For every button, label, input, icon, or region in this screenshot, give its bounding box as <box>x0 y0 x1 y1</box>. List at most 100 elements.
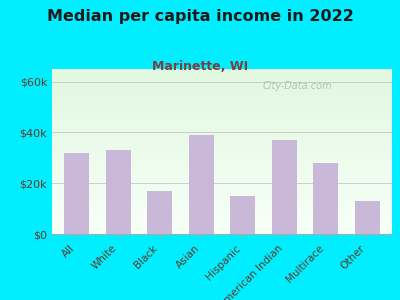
Bar <box>52 107 392 109</box>
Bar <box>52 199 392 201</box>
Bar <box>52 70 392 72</box>
Bar <box>52 104 392 105</box>
Bar <box>52 190 392 191</box>
Bar <box>52 170 392 171</box>
Bar <box>52 157 392 158</box>
Bar <box>52 110 392 112</box>
Bar <box>52 138 392 140</box>
Bar <box>52 158 392 160</box>
Bar <box>52 175 392 176</box>
Bar <box>52 142 392 143</box>
Bar <box>52 171 392 173</box>
Bar <box>52 80 392 82</box>
Bar <box>52 99 392 100</box>
Bar <box>52 196 392 198</box>
Bar <box>52 145 392 147</box>
Bar <box>52 163 392 165</box>
Bar <box>52 216 392 218</box>
Bar <box>52 125 392 127</box>
Bar <box>52 153 392 155</box>
Bar <box>52 224 392 226</box>
Bar <box>52 226 392 227</box>
Bar <box>52 117 392 118</box>
Bar <box>313 163 338 234</box>
Bar <box>106 150 131 234</box>
Bar <box>52 183 392 184</box>
Bar <box>147 191 172 234</box>
Bar <box>52 113 392 115</box>
Bar <box>272 140 297 234</box>
Bar <box>52 84 392 85</box>
Bar <box>52 208 392 209</box>
Bar <box>52 122 392 124</box>
Bar <box>52 219 392 221</box>
Bar <box>52 166 392 168</box>
Bar <box>52 178 392 179</box>
Bar <box>52 221 392 223</box>
Bar <box>52 191 392 193</box>
Bar <box>52 130 392 132</box>
Bar <box>52 72 392 74</box>
Bar <box>52 76 392 77</box>
Bar <box>52 146 392 148</box>
Bar <box>52 128 392 130</box>
Bar <box>52 105 392 107</box>
Bar <box>52 82 392 84</box>
Bar <box>52 155 392 156</box>
Bar <box>52 209 392 211</box>
Bar <box>52 87 392 89</box>
Bar <box>355 201 380 234</box>
Bar <box>52 97 392 99</box>
Bar <box>52 179 392 181</box>
Bar <box>52 94 392 95</box>
Bar <box>52 194 392 196</box>
Bar <box>52 227 392 229</box>
Bar <box>52 231 392 232</box>
Bar <box>52 143 392 145</box>
Bar <box>52 85 392 87</box>
Bar <box>52 188 392 190</box>
Bar <box>52 218 392 219</box>
Bar <box>52 69 392 70</box>
Bar <box>52 148 392 150</box>
Bar <box>52 229 392 231</box>
Bar <box>52 184 392 186</box>
Bar <box>52 90 392 92</box>
Bar <box>52 112 392 113</box>
Bar <box>52 120 392 122</box>
Bar <box>52 136 392 138</box>
Bar <box>52 232 392 234</box>
Bar <box>189 135 214 234</box>
Bar <box>52 102 392 104</box>
Text: Median per capita income in 2022: Median per capita income in 2022 <box>46 9 354 24</box>
Bar <box>52 223 392 224</box>
Bar <box>64 153 89 234</box>
Bar <box>52 176 392 178</box>
Bar <box>52 186 392 188</box>
Bar <box>52 133 392 135</box>
Bar <box>52 135 392 136</box>
Bar <box>52 95 392 97</box>
Bar <box>52 181 392 183</box>
Bar <box>52 212 392 214</box>
Bar <box>52 173 392 175</box>
Bar <box>52 74 392 76</box>
Bar <box>52 109 392 110</box>
Bar <box>230 196 255 234</box>
Bar <box>52 132 392 133</box>
Bar <box>52 214 392 216</box>
Bar <box>52 160 392 161</box>
Bar <box>52 193 392 194</box>
Bar <box>52 150 392 152</box>
Text: Marinette, WI: Marinette, WI <box>152 60 248 73</box>
Bar <box>52 127 392 128</box>
Bar <box>52 118 392 120</box>
Bar <box>52 79 392 80</box>
Bar <box>52 152 392 153</box>
Bar <box>52 204 392 206</box>
Bar <box>52 168 392 170</box>
Bar <box>52 124 392 125</box>
Bar <box>52 115 392 117</box>
Text: City-Data.com: City-Data.com <box>263 80 332 91</box>
Bar <box>52 203 392 204</box>
